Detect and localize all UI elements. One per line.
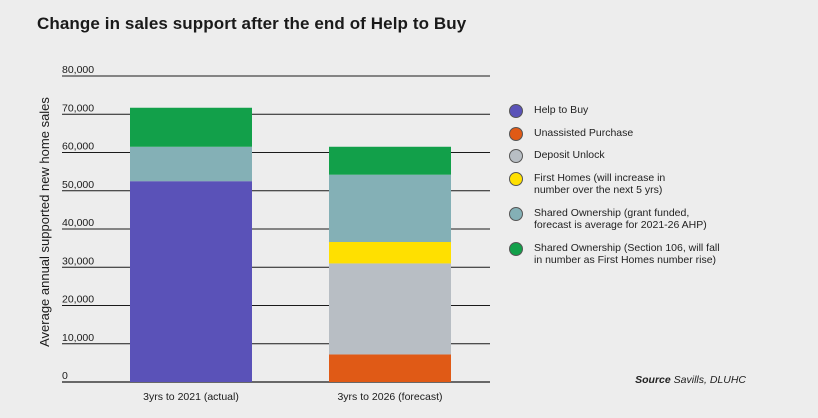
legend-swatch (509, 149, 523, 163)
y-tick-label: 40,000 (62, 217, 94, 229)
legend: Help to Buy Unassisted Purchase Deposit Un… (508, 104, 758, 277)
legend-item: Shared Ownership (grant funded, forecast … (508, 206, 758, 232)
y-tick-label: 70,000 (62, 102, 94, 114)
y-axis-label: Average annual supported new home sales (37, 97, 52, 347)
y-tick-label: 0 (62, 370, 68, 382)
bars (130, 107, 451, 382)
legend-label: Shared Ownership (Section 106, will fall… (534, 241, 720, 267)
legend-item: Unassisted Purchase (508, 126, 758, 141)
x-tick-label: 3yrs to 2021 (actual) (143, 391, 239, 403)
legend-label: Deposit Unlock (534, 149, 605, 161)
legend-item: Help to Buy (508, 104, 758, 118)
chart-title: Change in sales support after the end of… (37, 14, 467, 33)
legend-item: Deposit Unlock (508, 149, 758, 163)
bar-segment (329, 263, 451, 355)
bar-segment (130, 107, 252, 147)
legend-swatch (509, 126, 523, 141)
legend-item: Shared Ownership (Section 106, will fall… (508, 241, 758, 267)
source-text: Savills, DLUHC (673, 374, 746, 386)
legend-label: First Homes (will increase in number over… (534, 171, 666, 197)
bar-segment (329, 146, 451, 175)
bar-segment (329, 354, 451, 382)
legend-label: Unassisted Purchase (534, 126, 634, 139)
legend-swatch (509, 241, 523, 256)
legend-swatch (509, 104, 523, 118)
bar-segment (130, 146, 252, 182)
x-tick-label: 3yrs to 2026 (forecast) (337, 391, 442, 403)
legend-swatch (509, 171, 523, 186)
source-note: Source Savills, DLUHC (635, 374, 746, 386)
bar-segment (329, 174, 451, 243)
y-tick-label: 60,000 (62, 141, 94, 153)
y-tick-labels: 0 10,000 20,000 30,000 40,000 50,000 60,000 70,… (62, 64, 94, 382)
bar-segment (329, 242, 451, 264)
x-tick-labels: 3yrs to 2021 (actual) 3yrs to 2026 (forec… (143, 391, 442, 403)
y-tick-label: 50,000 (62, 179, 94, 191)
y-tick-label: 10,000 (62, 332, 94, 344)
bar-segment (130, 181, 252, 382)
y-tick-label: 30,000 (62, 255, 94, 267)
y-tick-label: 80,000 (62, 64, 94, 76)
y-tick-label: 20,000 (62, 294, 94, 306)
legend-item: First Homes (will increase in number over… (508, 171, 758, 197)
source-label: Source (635, 374, 671, 386)
legend-swatch (509, 206, 523, 221)
legend-label: Shared Ownership (grant funded, forecast … (534, 206, 707, 232)
legend-label: Help to Buy (534, 104, 589, 116)
